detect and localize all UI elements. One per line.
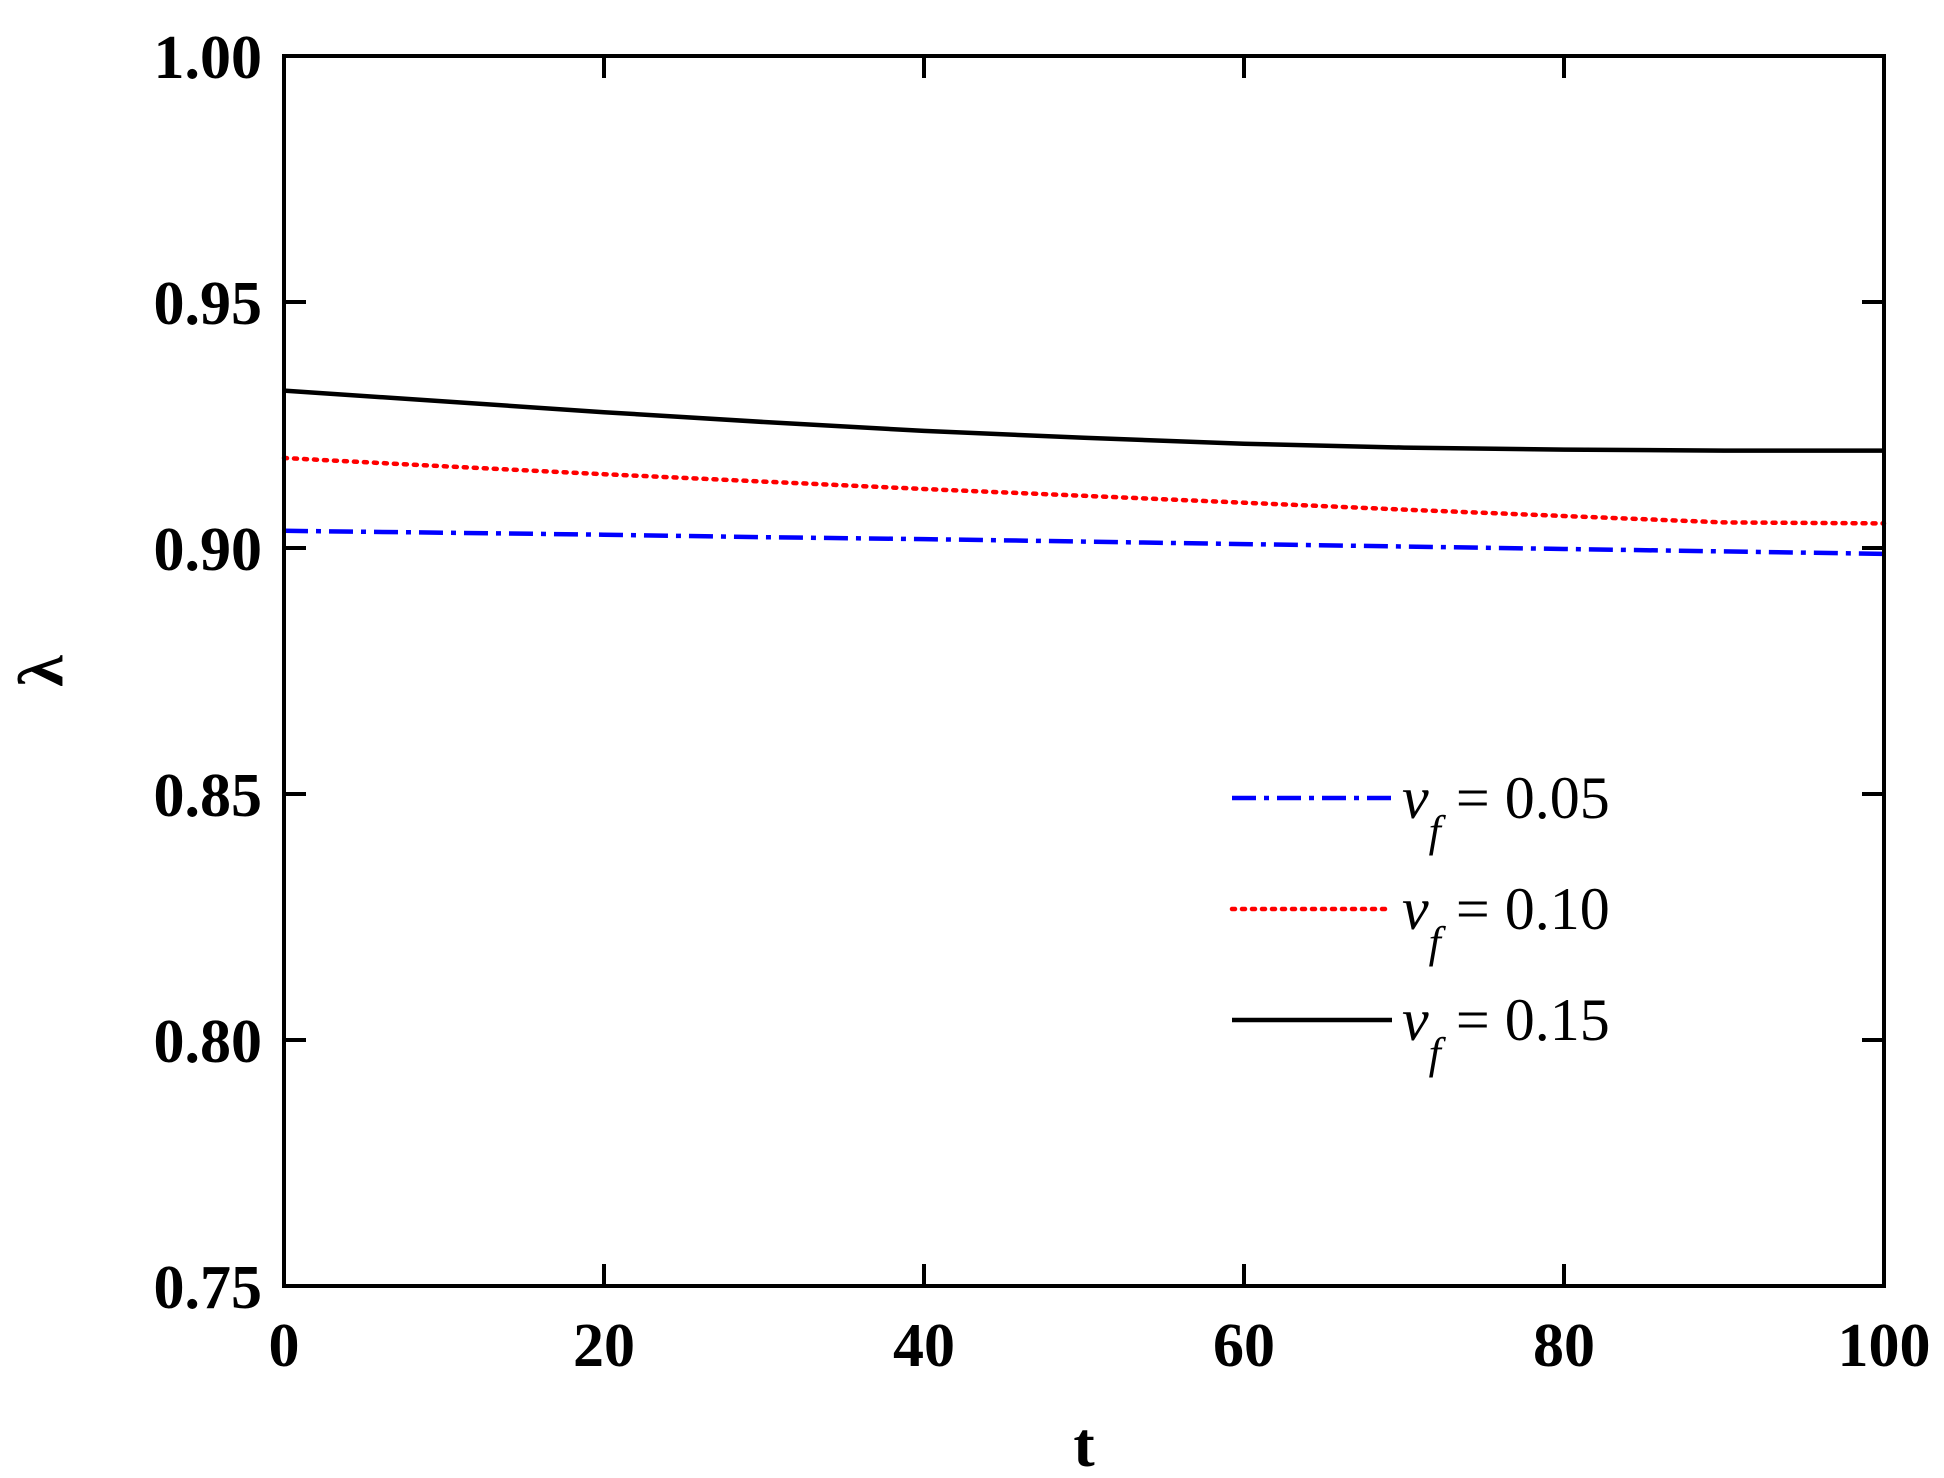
y-tick-label: 0.75 bbox=[154, 1254, 263, 1322]
series-layer bbox=[281, 388, 1887, 557]
x-axis-label: t bbox=[1073, 1409, 1095, 1478]
legend-variable: v bbox=[1402, 876, 1429, 942]
y-axis-label: λ bbox=[5, 655, 76, 687]
legend-value: = 0.10 bbox=[1441, 876, 1610, 942]
ticks-layer bbox=[282, 54, 1886, 1288]
y-tick-label: 0.95 bbox=[154, 270, 263, 338]
plot-frame bbox=[282, 54, 1886, 1288]
legend-variable: v bbox=[1402, 987, 1429, 1053]
legend-label-1: vf = 0.05 bbox=[1402, 765, 1610, 856]
y-tick-label: 0.85 bbox=[154, 762, 263, 830]
series-line-3 bbox=[283, 388, 1884, 453]
legend: vf = 0.05 vf = 0.10 vf = 0.15 bbox=[1229, 765, 1610, 1078]
x-tick-label: 100 bbox=[1838, 1312, 1931, 1380]
legend-variable: v bbox=[1402, 765, 1429, 831]
legend-label-2: vf = 0.10 bbox=[1402, 876, 1610, 967]
y-tick-label: 0.90 bbox=[154, 516, 263, 584]
series-line-2 bbox=[281, 455, 1887, 526]
x-tick-label: 60 bbox=[1213, 1312, 1275, 1380]
y-tick-label: 0.80 bbox=[154, 1008, 263, 1076]
legend-value: = 0.15 bbox=[1441, 987, 1610, 1053]
x-tick-label: 40 bbox=[893, 1312, 955, 1380]
legend-label-3: vf = 0.15 bbox=[1402, 987, 1610, 1078]
tick-labels-layer: 0 20 40 60 80 100 0.75 0.80 0.85 0.90 0.95 1.00 bbox=[154, 24, 1931, 1380]
x-tick-label: 0 bbox=[269, 1312, 300, 1380]
x-tick-label: 20 bbox=[573, 1312, 635, 1380]
x-tick-label: 80 bbox=[1533, 1312, 1595, 1380]
legend-value: = 0.05 bbox=[1441, 765, 1610, 831]
y-tick-label: 1.00 bbox=[154, 24, 263, 92]
series-line-1 bbox=[283, 528, 1885, 557]
